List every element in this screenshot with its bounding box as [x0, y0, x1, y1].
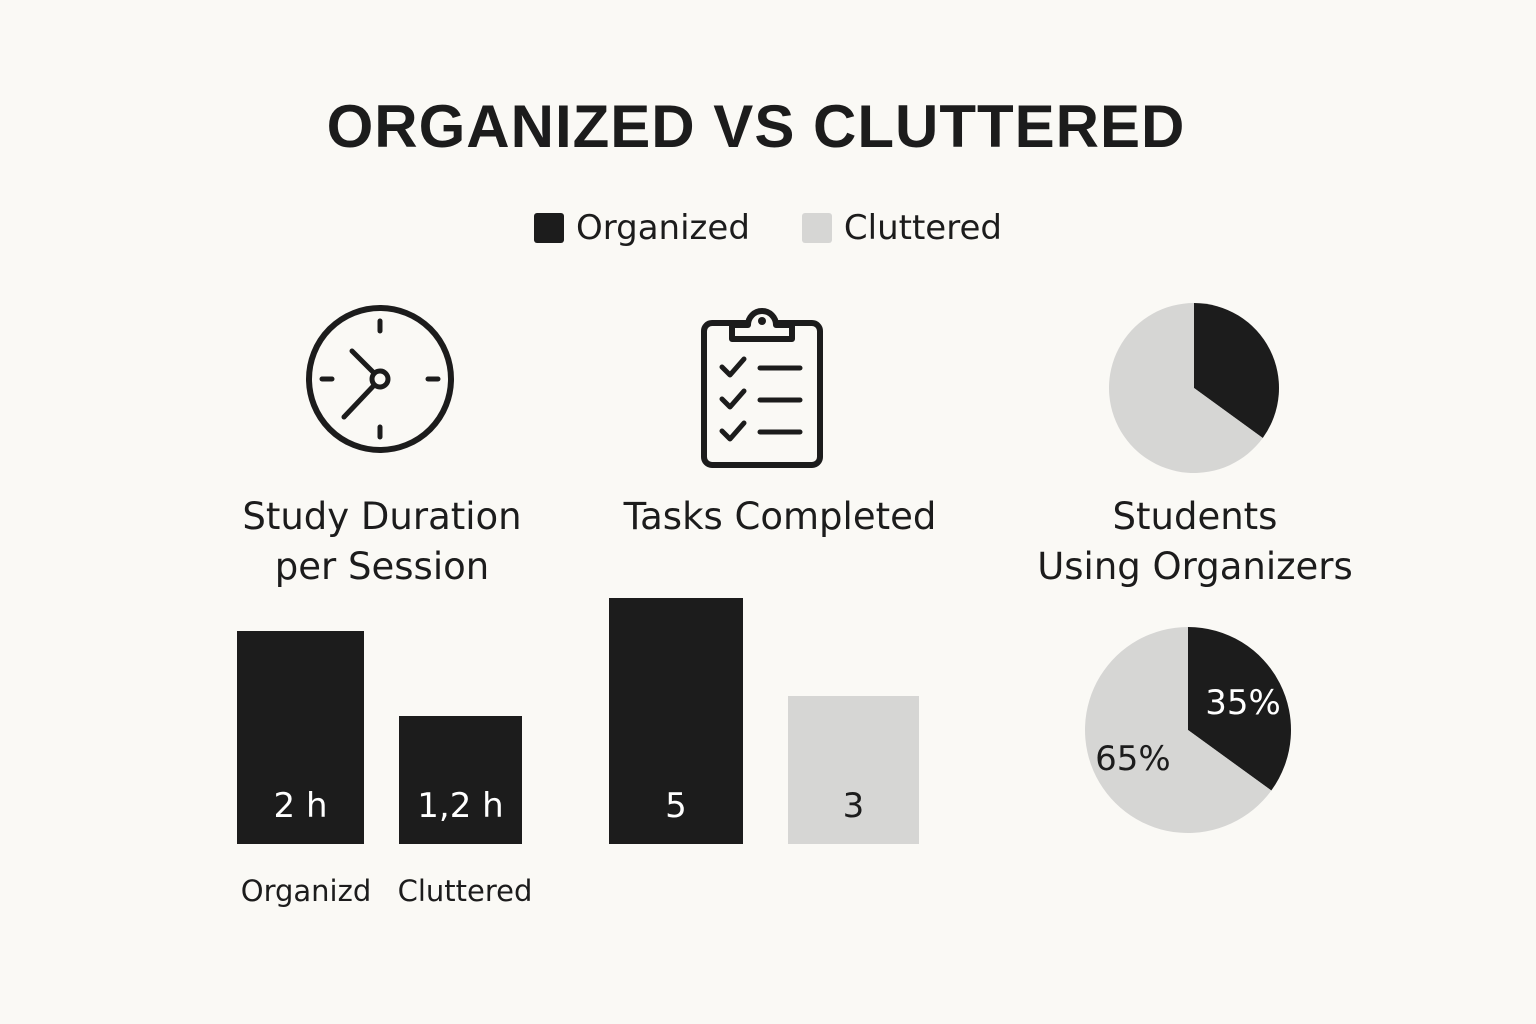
pie-students-slice-1: [1085, 627, 1272, 833]
pie-icon-slice-1: [1109, 303, 1263, 473]
category-label-organized: Organizd: [240, 874, 372, 908]
panel-title-study-line2: per Session: [274, 545, 490, 588]
legend-swatch-organized: [534, 213, 564, 243]
category-label-cluttered: Cluttered: [397, 874, 533, 908]
clock-icon: [306, 305, 454, 453]
legend-item-cluttered: Cluttered: [801, 208, 1002, 248]
bar-study-cluttered: 1,2 h: [399, 716, 522, 844]
chart-title: ORGANIZED VS CLUTTERED: [326, 93, 1186, 160]
bar-study-organized: 2 h: [237, 631, 364, 844]
panel-title-study-line1: Study Duration: [242, 495, 522, 538]
legend-swatch-cluttered: [801, 213, 832, 243]
pie-students-slice-label-0: 35%: [1205, 683, 1281, 723]
pie-icon-slice-0: [1194, 303, 1279, 438]
bar-tasks-organized: 5: [609, 598, 743, 844]
panel-title-students-line2: Using Organizers: [1037, 545, 1353, 588]
panel-title-students-line1: Students: [1112, 495, 1278, 538]
legend-item-organized: Organized: [534, 208, 750, 248]
pie-students-slice-0: [1188, 627, 1291, 791]
pie-chart-icon: [1109, 303, 1279, 473]
bar-value-tasks-cluttered: 3: [842, 786, 865, 826]
legend: Organized Cluttered: [534, 206, 1054, 250]
bar-tasks-cluttered: 3: [788, 696, 919, 844]
bar-value-tasks-organized: 5: [665, 786, 687, 826]
bar-value-study-organized: 2 h: [273, 786, 328, 826]
panel-title-study: Study Duration per Session: [200, 492, 564, 592]
legend-label-organized: Organized: [576, 208, 750, 248]
panel-title-students: Students Using Organizers: [1010, 492, 1380, 592]
pie-chart-students: 35% 65%: [1085, 627, 1291, 833]
clipboard-checklist-icon: [701, 308, 823, 468]
legend-label-cluttered: Cluttered: [843, 208, 1002, 248]
pie-students-slice-label-1: 65%: [1095, 739, 1171, 779]
bar-value-study-cluttered: 1,2 h: [417, 786, 504, 826]
panel-title-tasks: Tasks Completed: [623, 495, 937, 538]
